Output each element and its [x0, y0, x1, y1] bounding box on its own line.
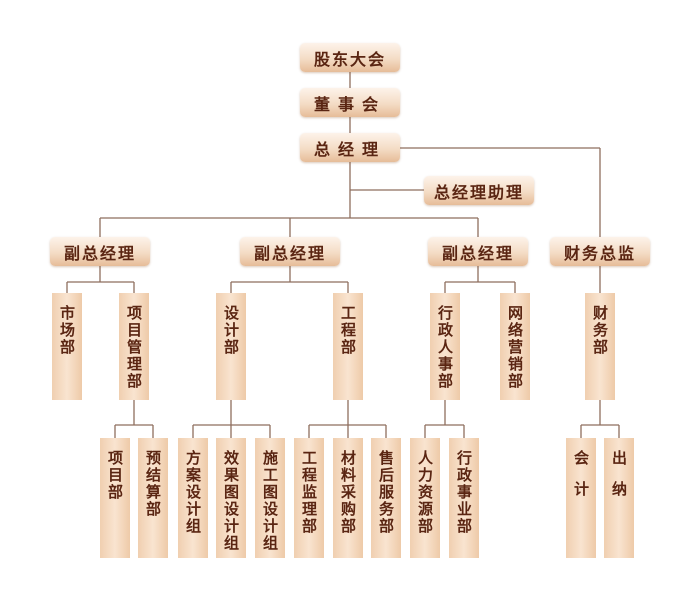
node-cfo: 财务总监 — [550, 237, 650, 266]
node-procurement-dept: 材料采购部 — [333, 438, 363, 558]
node-label: 财务部 — [591, 305, 609, 356]
node-label: 网络营销部 — [506, 305, 524, 390]
node-vp-3: 副总经理 — [428, 237, 528, 266]
node-vp-1: 副总经理 — [50, 237, 150, 266]
node-label: 售后服务部 — [377, 450, 395, 535]
node-construction-design-group: 施工图设计组 — [255, 438, 285, 558]
node-engineering-dept: 工程部 — [333, 293, 363, 400]
node-finance-dept: 财务部 — [585, 293, 615, 400]
node-label: 项目管理部 — [125, 305, 143, 390]
node-label: 项目部 — [106, 450, 124, 501]
node-rendering-design-group: 效果图设计组 — [216, 438, 246, 558]
node-label: 预结算部 — [144, 450, 162, 518]
node-gm-assistant: 总经理助理 — [424, 176, 534, 205]
node-general-manager: 总经理 — [300, 133, 400, 162]
node-admin-affairs-dept: 行政事业部 — [449, 438, 479, 558]
node-admin-hr-dept: 行政人事部 — [430, 293, 460, 400]
node-after-sales-dept: 售后服务部 — [371, 438, 401, 558]
node-shareholders-meeting: 股东大会 — [300, 43, 400, 72]
node-cashier: 出纳 — [604, 438, 634, 558]
node-design-dept: 设计部 — [216, 293, 246, 400]
node-market-dept: 市场部 — [52, 293, 82, 400]
node-label: 出纳 — [610, 450, 628, 512]
node-label: 设计部 — [222, 305, 240, 356]
node-budget-dept: 预结算部 — [138, 438, 168, 558]
node-project-dept: 项目部 — [100, 438, 130, 558]
node-board: 董事会 — [300, 88, 400, 117]
node-label: 工程监理部 — [300, 450, 318, 535]
node-vp-2: 副总经理 — [240, 237, 340, 266]
node-label: 效果图设计组 — [222, 450, 240, 552]
node-label: 行政事业部 — [455, 450, 473, 535]
node-label: 工程部 — [339, 305, 357, 356]
node-project-mgmt-dept: 项目管理部 — [119, 293, 149, 400]
node-online-marketing-dept: 网络营销部 — [500, 293, 530, 400]
node-hr-dept: 人力资源部 — [410, 438, 440, 558]
node-supervision-dept: 工程监理部 — [294, 438, 324, 558]
node-label: 市场部 — [58, 305, 76, 356]
node-label: 材料采购部 — [339, 450, 357, 535]
node-label: 方案设计组 — [184, 450, 202, 535]
node-label: 会计 — [572, 450, 590, 512]
node-accounting: 会计 — [566, 438, 596, 558]
node-label: 行政人事部 — [436, 305, 454, 390]
node-label: 施工图设计组 — [261, 450, 279, 552]
node-scheme-design-group: 方案设计组 — [178, 438, 208, 558]
node-label: 人力资源部 — [416, 450, 434, 535]
